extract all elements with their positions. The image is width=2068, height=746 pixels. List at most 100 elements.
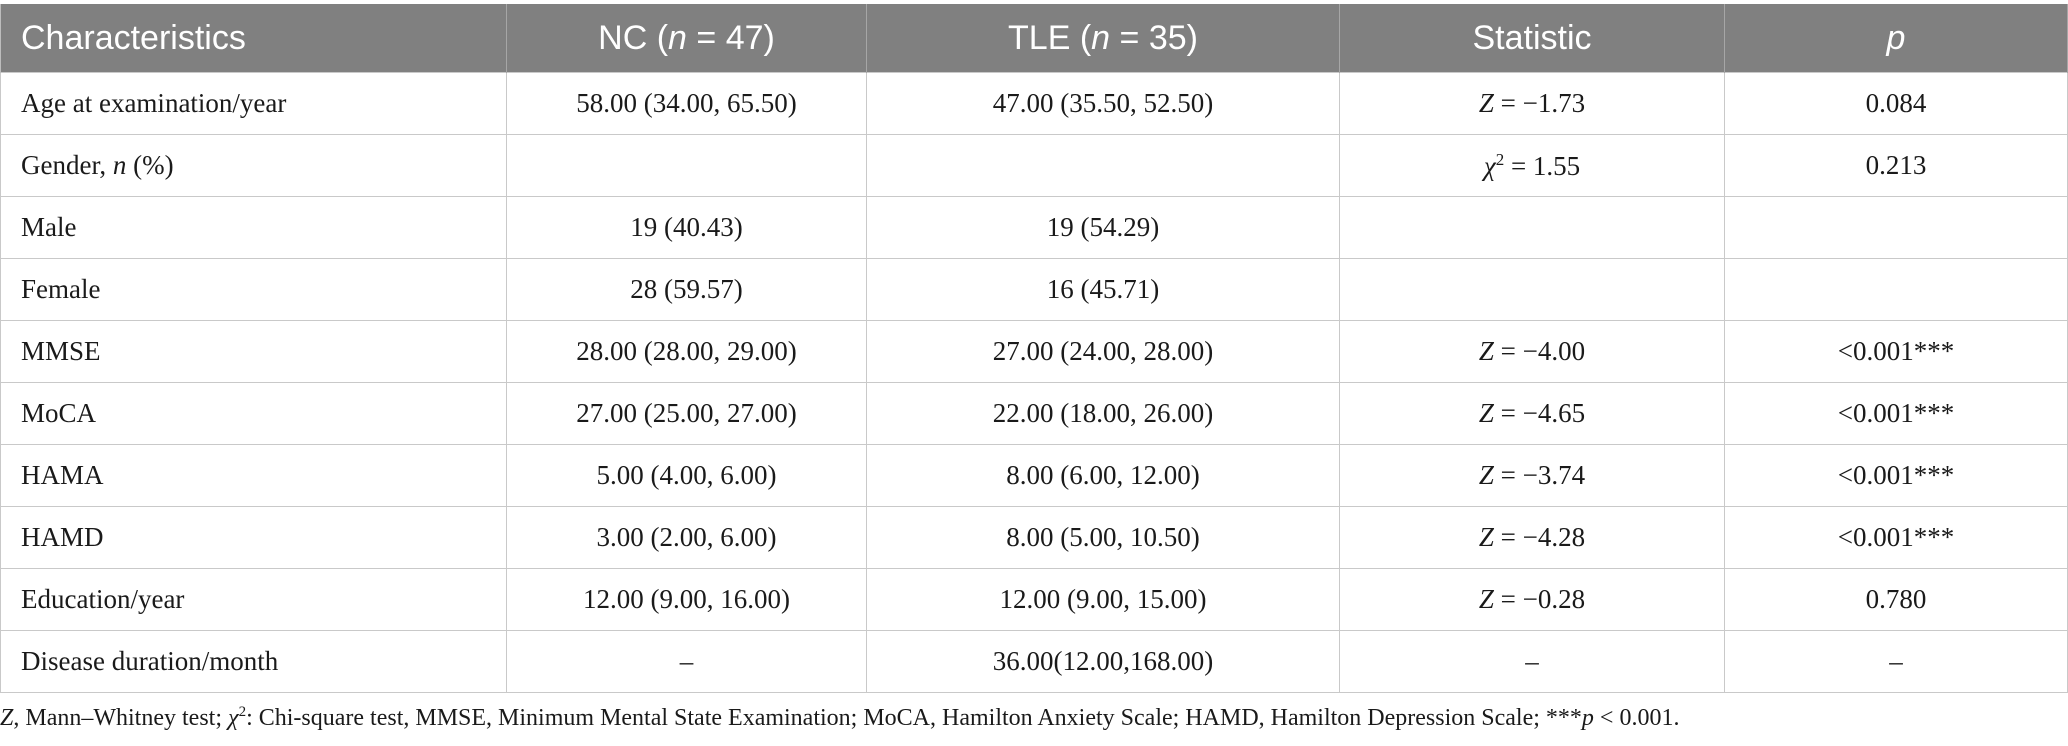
statistic-value: Z = −0.28 <box>1339 568 1725 631</box>
nc-value: 3.00 (2.00, 6.00) <box>506 506 867 569</box>
p-value: <0.001*** <box>1724 320 2068 383</box>
tle-value: 47.00 (35.50, 52.50) <box>866 72 1340 135</box>
tle-value: 36.00(12.00,168.00) <box>866 630 1340 693</box>
row-label: HAMD <box>0 506 507 569</box>
statistic-symbol: Z <box>1478 336 1494 366</box>
p-value: 0.084 <box>1724 72 2068 135</box>
statistic-number: = −0.28 <box>1493 584 1586 614</box>
footnote-z-text: , Mann–Whitney test; <box>13 705 228 731</box>
statistic-value: Z = −1.73 <box>1339 72 1725 135</box>
statistic-number: = −4.00 <box>1493 336 1586 366</box>
row-label-italic: n <box>112 150 127 180</box>
statistic-symbol: Z <box>1478 88 1494 118</box>
nc-value: 28 (59.57) <box>506 258 867 321</box>
footnote-p-symbol: p <box>1581 705 1594 731</box>
nc-value <box>506 134 867 197</box>
row-label: Disease duration/month <box>0 630 507 693</box>
table-row: Age at examination/year 58.00 (34.00, 65… <box>0 72 2068 135</box>
footnote-p-text: < 0.001. <box>1593 705 1680 731</box>
table-row: Disease duration/month – 36.00(12.00,168… <box>0 630 2068 693</box>
header-p: p <box>1724 4 2068 73</box>
nc-value: 58.00 (34.00, 65.50) <box>506 72 867 135</box>
footnote-chi-superscript: 2 <box>238 704 247 720</box>
p-value: 0.780 <box>1724 568 2068 631</box>
tle-value: 16 (45.71) <box>866 258 1340 321</box>
nc-value: 28.00 (28.00, 29.00) <box>506 320 867 383</box>
tle-value: 27.00 (24.00, 28.00) <box>866 320 1340 383</box>
p-value: <0.001*** <box>1724 382 2068 445</box>
nc-value: 27.00 (25.00, 27.00) <box>506 382 867 445</box>
header-tle-suffix: = 35) <box>1110 18 1198 57</box>
statistic-symbol: Z <box>1478 584 1494 614</box>
header-p-label: p <box>1886 18 1906 57</box>
statistic-value <box>1339 196 1725 259</box>
statistic-symbol: Z <box>1478 460 1494 490</box>
statistic-value: Z = −4.00 <box>1339 320 1725 383</box>
p-value <box>1724 196 2068 259</box>
statistic-number: = 1.55 <box>1504 150 1581 181</box>
header-nc-n: n <box>668 18 687 57</box>
row-label-suffix: (%) <box>126 150 174 180</box>
table-row: HAMD 3.00 (2.00, 6.00) 8.00 (5.00, 10.50… <box>0 506 2068 569</box>
header-row: Characteristics NC (n = 47) TLE (n = 35)… <box>0 4 2068 73</box>
row-label: Gender, n (%) <box>0 134 507 197</box>
statistic-value: Z = −4.28 <box>1339 506 1725 569</box>
nc-value: 19 (40.43) <box>506 196 867 259</box>
tle-value: 19 (54.29) <box>866 196 1340 259</box>
footnote-z-symbol: Z <box>0 705 14 731</box>
nc-value: 12.00 (9.00, 16.00) <box>506 568 867 631</box>
footnote-chi-text: : Chi-square test, MMSE, Minimum Mental … <box>246 705 1582 731</box>
statistic-symbol: Z <box>1478 522 1494 552</box>
header-nc: NC (n = 47) <box>506 4 867 73</box>
tle-value: 12.00 (9.00, 15.00) <box>866 568 1340 631</box>
row-label-prefix: Gender, <box>21 150 113 180</box>
p-value: <0.001*** <box>1724 444 2068 507</box>
table-row: MoCA 27.00 (25.00, 27.00) 22.00 (18.00, … <box>0 382 2068 445</box>
row-label: Female <box>0 258 507 321</box>
tle-value: 22.00 (18.00, 26.00) <box>866 382 1340 445</box>
statistic-number: = −1.73 <box>1493 88 1586 118</box>
header-tle-prefix: TLE ( <box>1008 18 1092 57</box>
row-label: HAMA <box>0 444 507 507</box>
table-footnote: Z, Mann–Whitney test; χ2: Chi-square tes… <box>0 704 1679 732</box>
header-tle: TLE (n = 35) <box>866 4 1340 73</box>
statistic-value: Z = −4.65 <box>1339 382 1725 445</box>
statistic-number: = −4.65 <box>1493 398 1586 428</box>
statistic-symbol: χ <box>1483 150 1496 181</box>
p-value <box>1724 258 2068 321</box>
table-row: HAMA 5.00 (4.00, 6.00) 8.00 (6.00, 12.00… <box>0 444 2068 507</box>
statistic-symbol: Z <box>1478 398 1494 428</box>
statistic-value: – <box>1339 630 1725 693</box>
footnote-chi-symbol: χ <box>228 705 239 731</box>
header-statistic: Statistic <box>1339 4 1725 73</box>
header-nc-suffix: = 47) <box>686 18 775 57</box>
characteristics-table: Characteristics NC (n = 47) TLE (n = 35)… <box>0 4 2068 693</box>
statistic-number: – <box>1525 646 1539 676</box>
statistic-value: Z = −3.74 <box>1339 444 1725 507</box>
statistic-number: = −4.28 <box>1493 522 1586 552</box>
statistic-superscript: 2 <box>1495 149 1505 169</box>
table-row: Gender, n (%) χ2 = 1.55 0.213 <box>0 134 2068 197</box>
statistic-value <box>1339 258 1725 321</box>
statistic-number: = −3.74 <box>1493 460 1586 490</box>
table-row: MMSE 28.00 (28.00, 29.00) 27.00 (24.00, … <box>0 320 2068 383</box>
table-row: Female 28 (59.57) 16 (45.71) <box>0 258 2068 321</box>
table-row: Education/year 12.00 (9.00, 16.00) 12.00… <box>0 568 2068 631</box>
row-label: Male <box>0 196 507 259</box>
nc-value: – <box>506 630 867 693</box>
tle-value <box>866 134 1340 197</box>
nc-value: 5.00 (4.00, 6.00) <box>506 444 867 507</box>
p-value: – <box>1724 630 2068 693</box>
row-label: MoCA <box>0 382 507 445</box>
table-row: Male 19 (40.43) 19 (54.29) <box>0 196 2068 259</box>
statistic-value: χ2 = 1.55 <box>1339 134 1725 197</box>
tle-value: 8.00 (5.00, 10.50) <box>866 506 1340 569</box>
header-characteristics: Characteristics <box>0 4 507 73</box>
row-label: Age at examination/year <box>0 72 507 135</box>
header-nc-prefix: NC ( <box>598 18 669 57</box>
tle-value: 8.00 (6.00, 12.00) <box>866 444 1340 507</box>
header-tle-n: n <box>1091 18 1111 57</box>
p-value: <0.001*** <box>1724 506 2068 569</box>
row-label: MMSE <box>0 320 507 383</box>
